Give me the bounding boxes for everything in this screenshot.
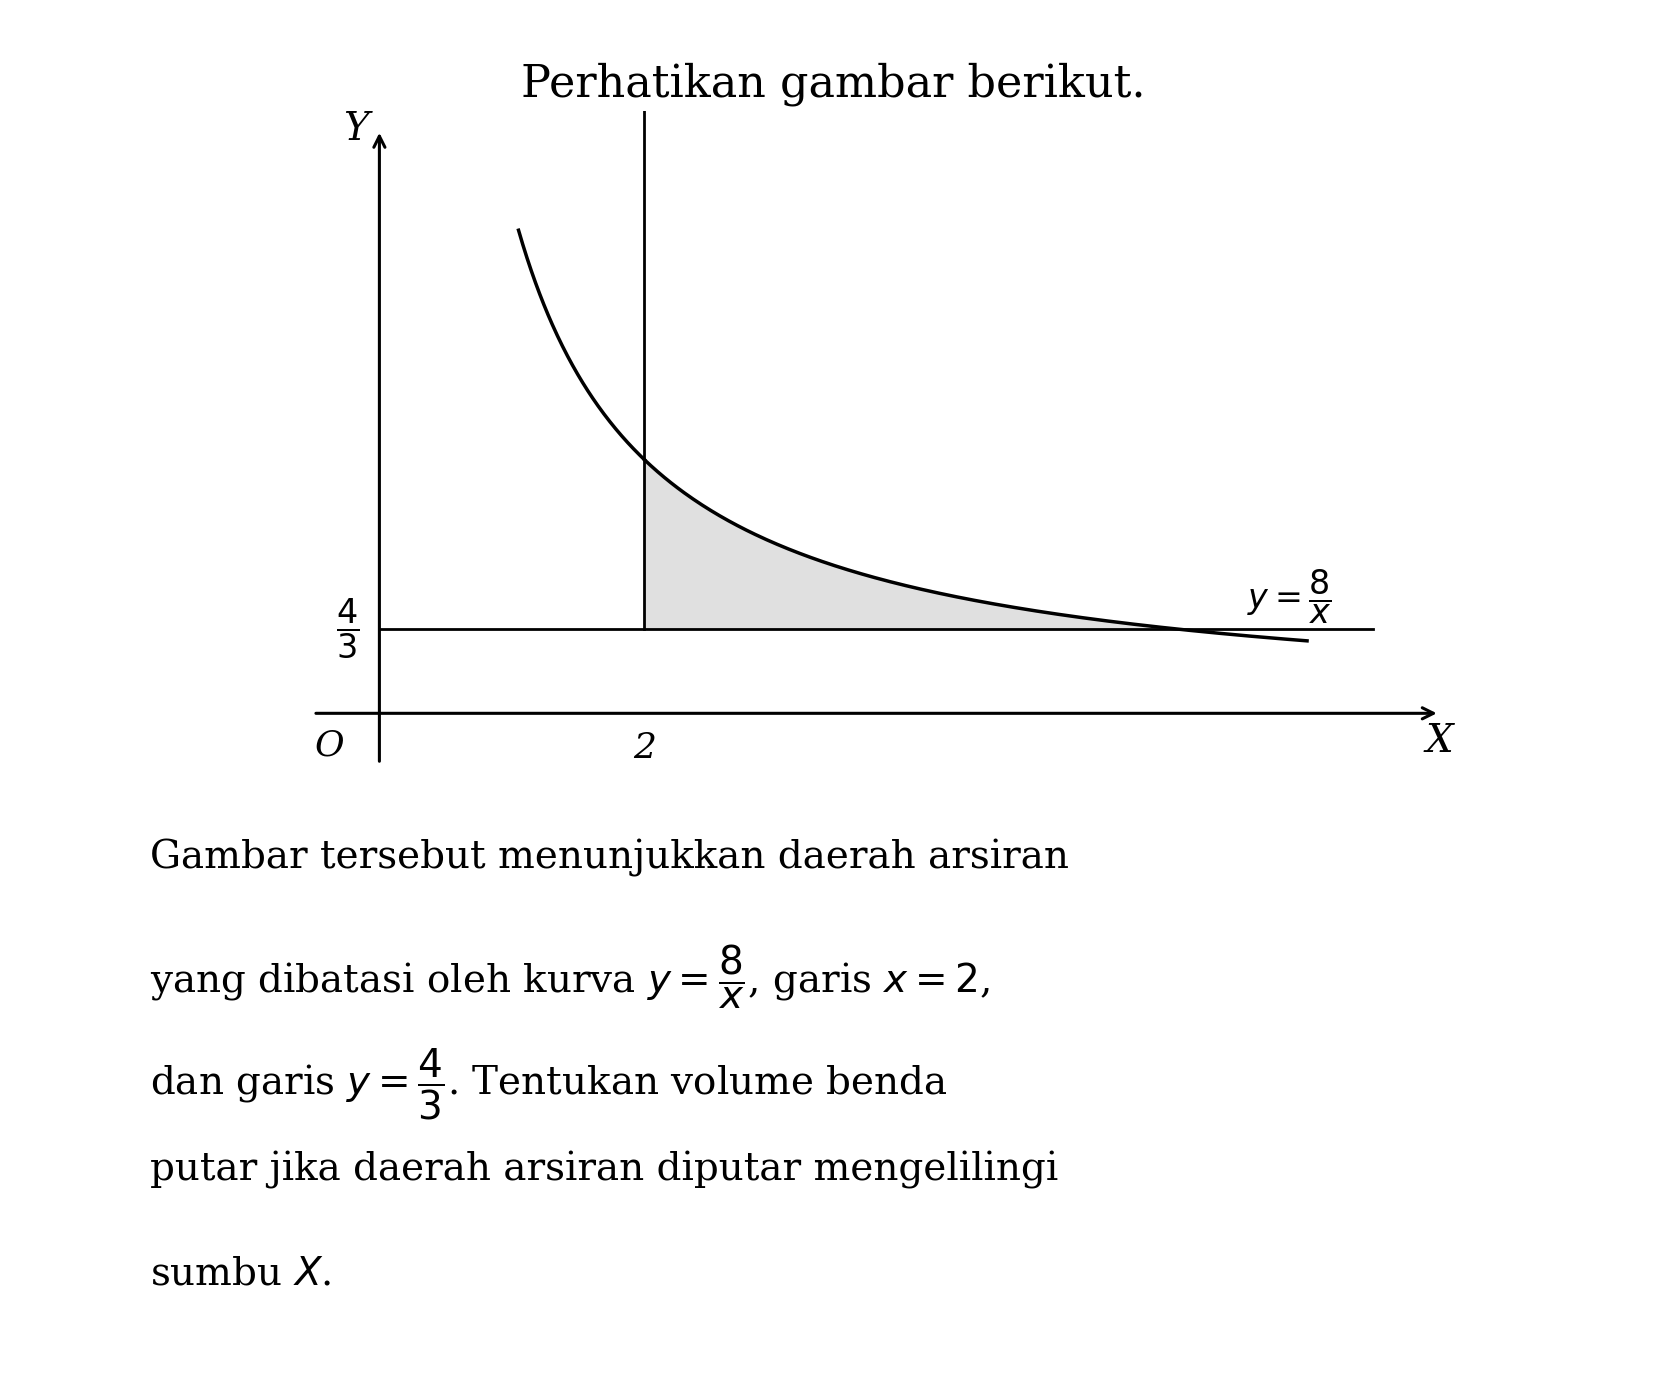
Text: putar jika daerah arsiran diputar mengelilingi: putar jika daerah arsiran diputar mengel…	[150, 1151, 1058, 1189]
Text: O: O	[315, 728, 343, 761]
Text: Perhatikan gambar berikut.: Perhatikan gambar berikut.	[521, 62, 1145, 105]
Text: X: X	[1426, 724, 1453, 760]
Text: $\dfrac{4}{3}$: $\dfrac{4}{3}$	[337, 596, 360, 662]
Text: dan garis $y = \dfrac{4}{3}$. Tentukan volume benda: dan garis $y = \dfrac{4}{3}$. Tentukan v…	[150, 1047, 948, 1122]
Text: Gambar tersebut menunjukkan daerah arsiran: Gambar tersebut menunjukkan daerah arsir…	[150, 839, 1070, 877]
Text: sumbu $X$.: sumbu $X$.	[150, 1255, 332, 1293]
Text: yang dibatasi oleh kurva $y = \dfrac{8}{x}$, garis $x = 2$,: yang dibatasi oleh kurva $y = \dfrac{8}{…	[150, 943, 990, 1011]
Text: $y = \dfrac{8}{x}$: $y = \dfrac{8}{x}$	[1248, 567, 1333, 626]
Text: Y: Y	[343, 111, 368, 148]
Text: 2: 2	[633, 731, 656, 766]
